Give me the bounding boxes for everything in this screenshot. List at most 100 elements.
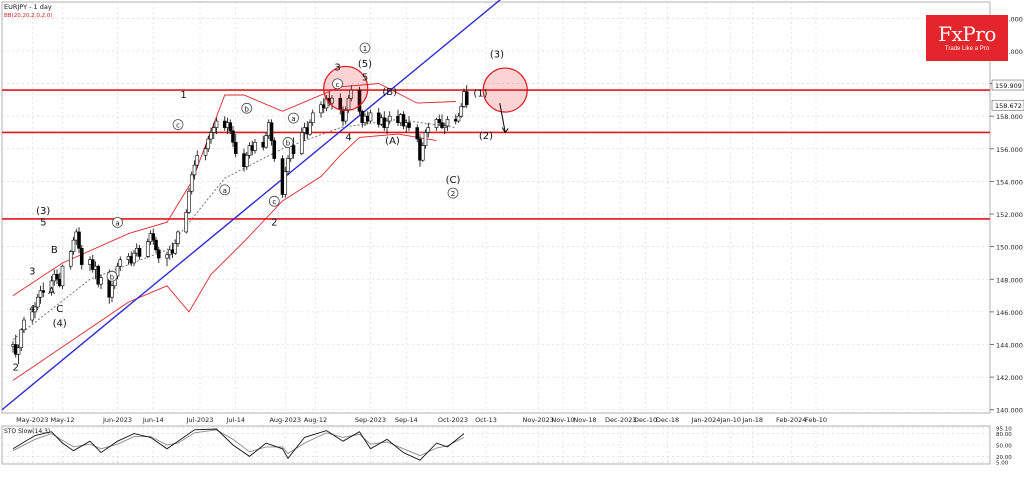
candle-body <box>22 319 26 331</box>
candle-body <box>96 265 101 285</box>
candle-body <box>244 155 249 168</box>
y-tick-label: 148.000 <box>996 276 1023 284</box>
wave-label: (3) <box>490 49 504 60</box>
trend-line <box>1 0 502 411</box>
candle-body <box>445 119 450 127</box>
wave-label: (B) <box>382 87 397 98</box>
wave-label-circle <box>219 184 231 196</box>
wave-label-circle <box>447 187 459 199</box>
candle-body <box>115 265 120 277</box>
wave-label-circle <box>172 119 184 130</box>
x-tick-label: May-12 <box>51 416 75 424</box>
candle-body <box>299 132 304 154</box>
candle-body <box>308 122 312 135</box>
candle-body <box>118 259 123 267</box>
osc-level-label: 5.00 <box>996 461 1009 467</box>
wave-label: (5) <box>358 59 372 70</box>
wave-label-circle <box>268 195 280 207</box>
y-tick-label: 146.000 <box>996 309 1023 317</box>
x-tick-label: Nov-18 <box>573 416 596 424</box>
x-tick-label: Aug-12 <box>304 416 327 424</box>
osc-level-label: 20.00 <box>996 455 1012 461</box>
candle-body <box>357 89 362 112</box>
wave-label-circle <box>241 102 253 114</box>
forecast-arrow-shaft <box>499 103 506 133</box>
x-tick-label: Oct-13 <box>475 416 497 424</box>
wave-label-circle <box>112 217 123 228</box>
candle-body <box>151 233 156 241</box>
candle-body <box>154 239 158 251</box>
candle-body <box>38 290 43 298</box>
candle-body <box>330 97 334 104</box>
wave-label: A <box>48 286 55 297</box>
candle-body <box>231 130 235 143</box>
y-tick-label: 156.000 <box>996 146 1023 154</box>
wave-label: 5 <box>40 217 46 228</box>
candle-body <box>269 122 274 141</box>
osc-level-label: 80.00 <box>996 432 1012 438</box>
candle-body <box>68 251 73 267</box>
bollinger-lower <box>12 133 437 381</box>
wave-label: (3) <box>36 206 50 217</box>
main-plot-frame <box>1 1 991 414</box>
wave-label: a <box>291 115 295 123</box>
stochastic-d-line <box>12 429 465 457</box>
candle-body <box>459 106 464 117</box>
bollinger-upper <box>12 83 456 296</box>
candle-body <box>437 119 442 123</box>
candle-body <box>349 89 354 99</box>
x-tick-label: Jul-2023 <box>186 416 214 424</box>
current-price-label: 159.909 <box>995 82 1022 90</box>
candle-body <box>187 190 191 213</box>
candle-body <box>33 306 37 313</box>
wave-label: c <box>176 122 180 130</box>
candle-body <box>49 280 54 293</box>
y-tick-label: 154.000 <box>996 178 1023 186</box>
candle-body <box>110 285 114 298</box>
candle-body <box>291 145 296 154</box>
wave-label-circle <box>282 137 294 148</box>
candle-body <box>195 155 200 166</box>
x-tick-label: Nov-2023 <box>523 416 554 424</box>
wave-label: 2 <box>271 217 277 228</box>
candles <box>11 85 469 365</box>
wave-labels: 243(3)5BAC(4)abc1abc2abc34(5)51(B)(A)(C)… <box>13 42 504 374</box>
fxpro-logo: FxPro Trade Like a Pro <box>926 15 1008 61</box>
candle-body <box>464 91 469 106</box>
candle-body <box>286 158 290 172</box>
wave-label: b <box>286 140 291 148</box>
candle-body <box>420 145 425 161</box>
candle-body <box>79 247 84 265</box>
candle-body <box>319 104 323 114</box>
candle-body <box>310 112 315 123</box>
stochastic-k-line <box>12 428 465 461</box>
wave-label: c <box>336 81 340 89</box>
wave-label-circle <box>332 78 343 90</box>
wave-label: 5 <box>362 72 368 83</box>
candle-body <box>343 109 348 122</box>
wave-label: 4 <box>345 133 351 144</box>
candle-body <box>55 274 59 280</box>
wave-label: c <box>272 198 276 206</box>
candle-body <box>228 122 233 132</box>
candle-body <box>77 231 81 249</box>
wave-label: B <box>51 245 58 256</box>
candle-body <box>30 311 35 321</box>
wave-label: (4) <box>53 319 67 330</box>
y-tick-label: 162.000 <box>996 48 1023 56</box>
x-tick-label: Jan-10 <box>719 416 741 424</box>
x-tick-label: Jun-14 <box>142 416 164 424</box>
candle-body <box>192 164 197 176</box>
candle-body <box>145 241 150 257</box>
candle-body <box>401 114 406 127</box>
candle-body <box>184 212 189 233</box>
wave-label: a <box>223 187 227 195</box>
candle-body <box>137 247 142 257</box>
y-tick-label: 150.000 <box>996 244 1023 252</box>
candle-body <box>209 132 213 140</box>
candle-body <box>189 174 194 192</box>
candle-body <box>387 115 392 122</box>
x-tick-label: Sep-14 <box>395 416 418 424</box>
wave-label: a <box>115 219 119 227</box>
